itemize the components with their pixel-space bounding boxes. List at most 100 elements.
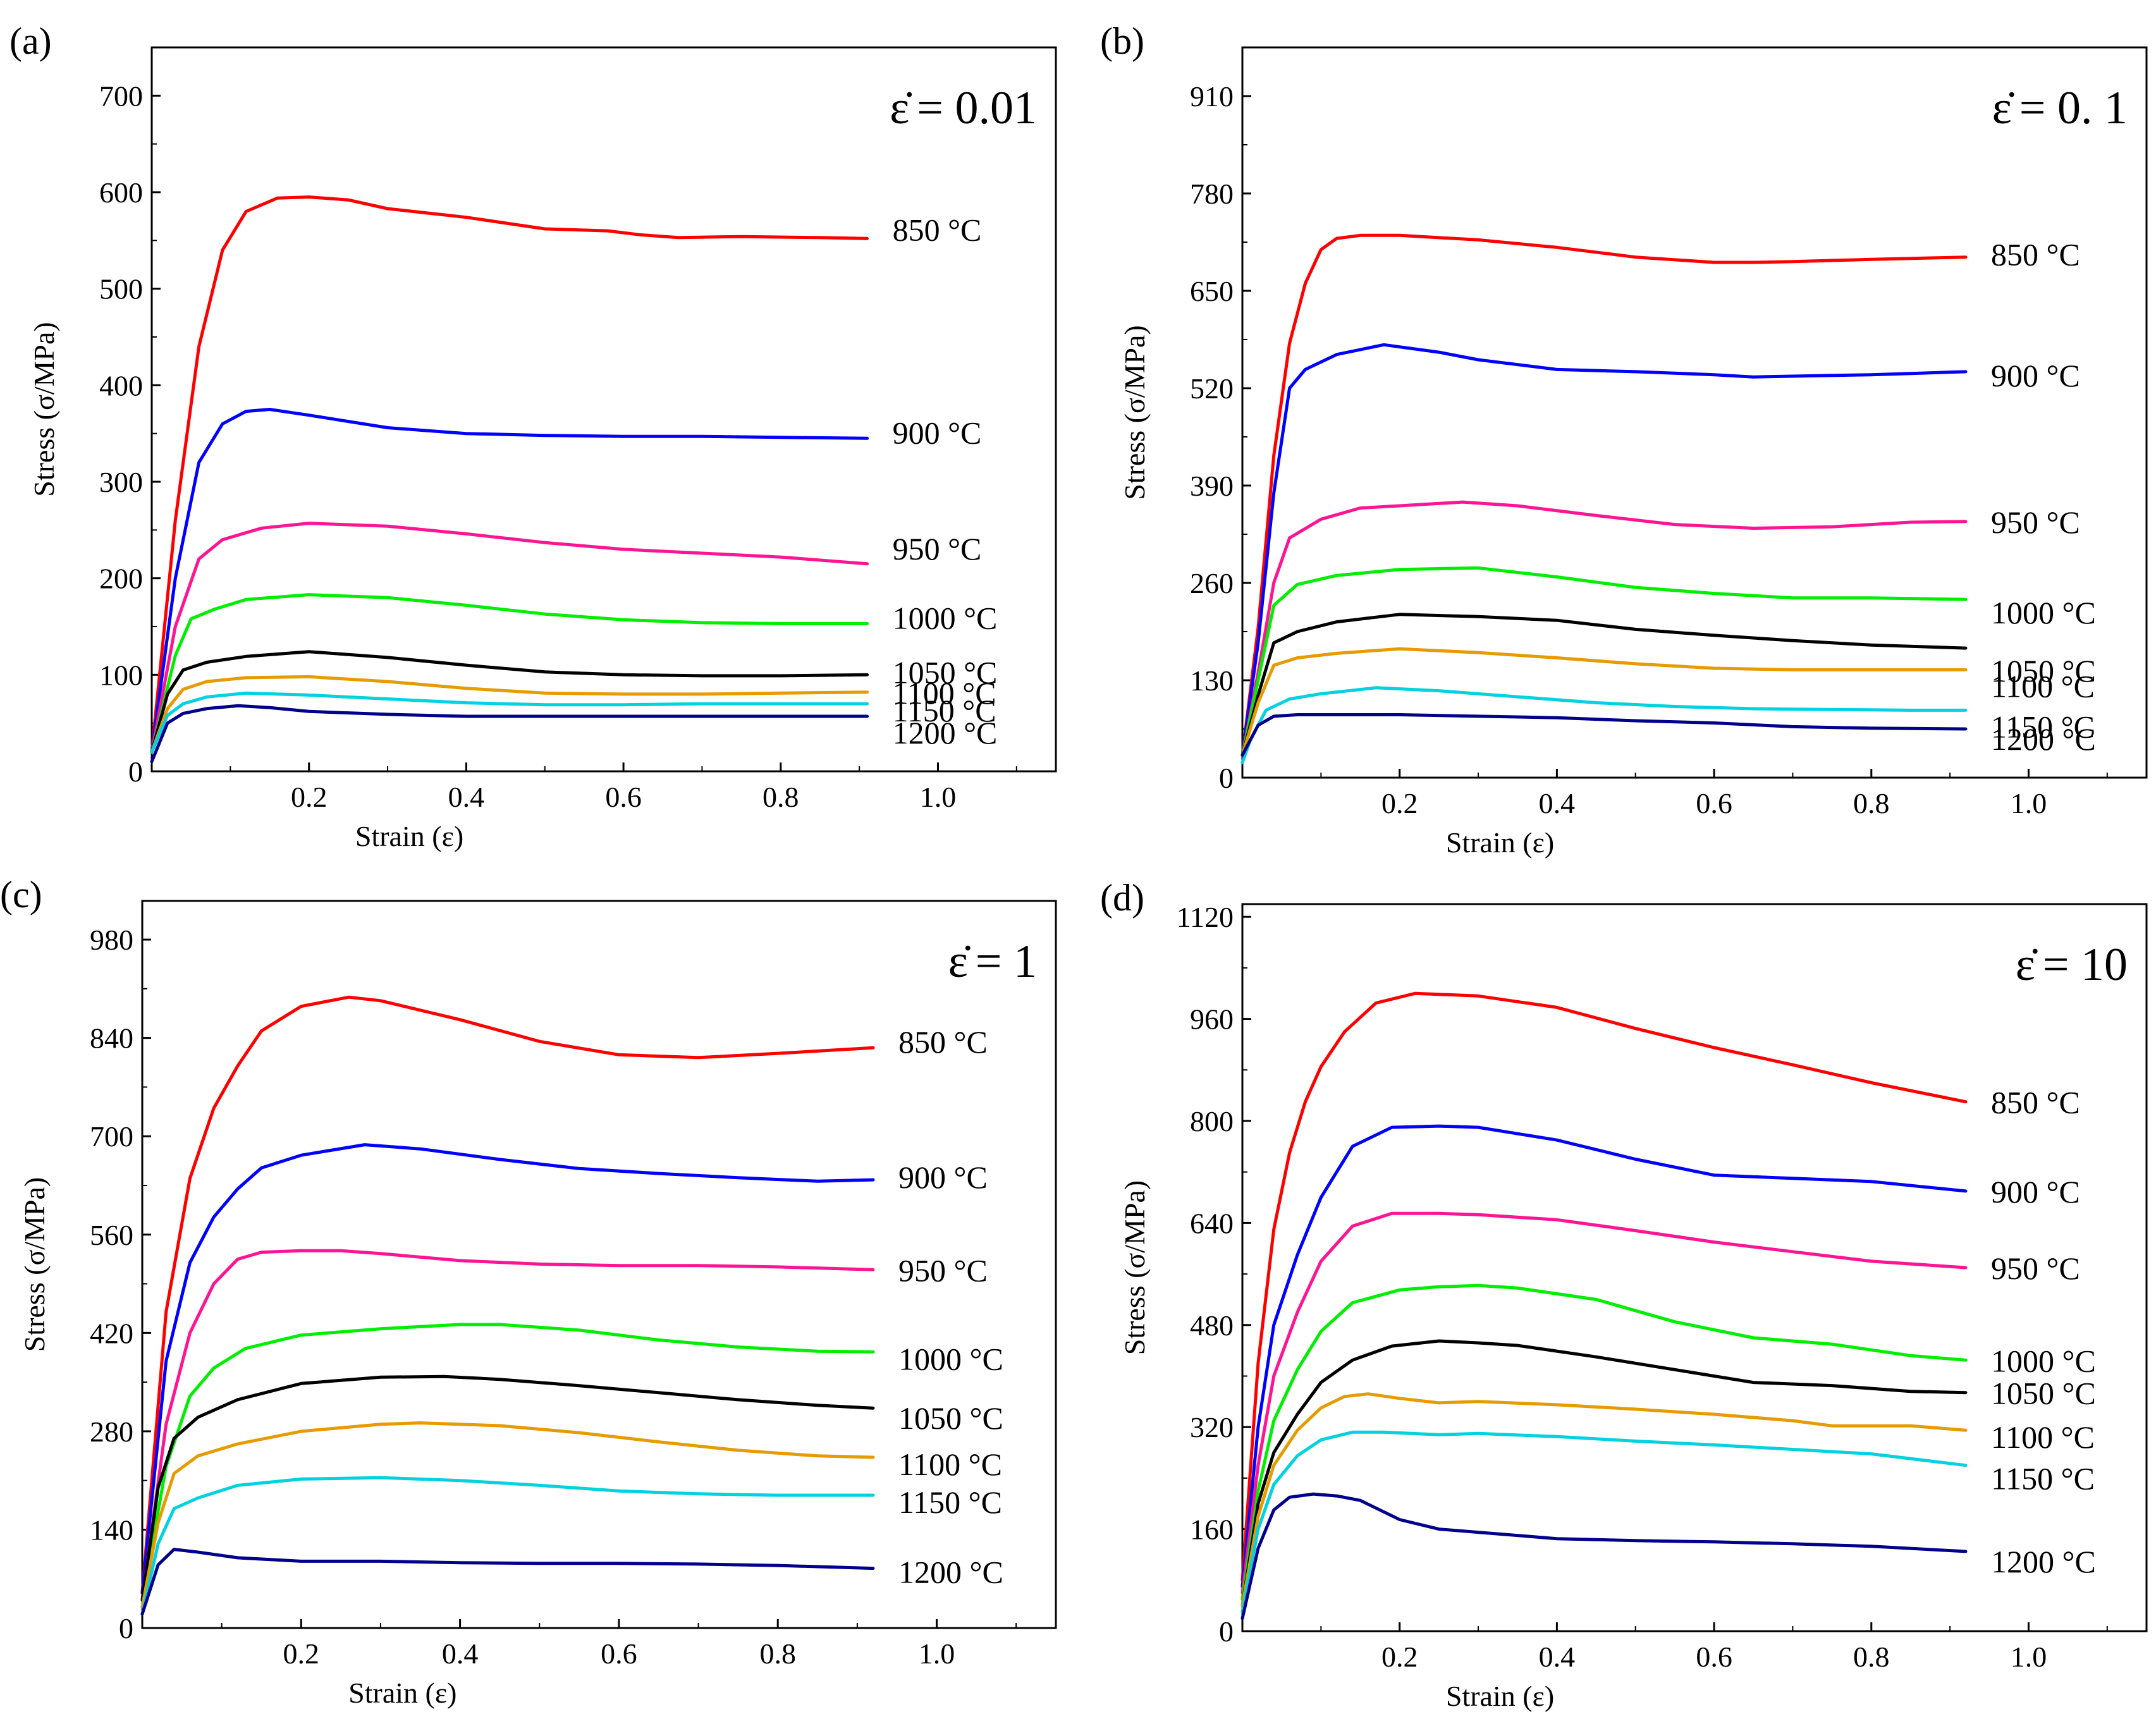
- strain-rate-value: = 0. 1: [2019, 82, 2128, 134]
- series-line-1000c: [140, 1323, 875, 1602]
- series-label: 1100 °C: [1991, 1419, 2095, 1455]
- panel-label: (a): [9, 20, 52, 62]
- y-tick-label: 390: [1190, 470, 1234, 502]
- strain-rate-value: = 10: [2043, 939, 2128, 991]
- series-line-900c: [1240, 343, 1968, 757]
- y-tick-label: 260: [1190, 567, 1234, 599]
- x-tick-label: 1.0: [919, 1637, 955, 1670]
- series-label: 900 °C: [1991, 1174, 2080, 1209]
- series-line-900c: [1240, 1124, 1968, 1588]
- y-tick-label: 640: [1190, 1207, 1234, 1239]
- plot-frame: [141, 900, 1057, 1629]
- series-line-900c: [140, 1143, 875, 1594]
- strain-rate-label: ε̇ = 0. 1: [1992, 82, 2128, 134]
- series-label: 1200 °C: [898, 1555, 1003, 1590]
- x-tick-label: 1.0: [920, 781, 957, 813]
- plot-frame: [1241, 46, 2148, 779]
- y-tick-label: 650: [1190, 275, 1234, 307]
- series-line-950c: [150, 522, 869, 754]
- panel-c: 0.2 0.4 0.6 0.8 1.0 0 140 280 420 560 700 840 980 8…: [0, 874, 1057, 1709]
- y-tick-label: 400: [99, 369, 143, 401]
- strain-rate-value: = 0.01: [917, 82, 1037, 134]
- y-axis-ticks: 0 160 320 480 640 800 960 1120: [1177, 901, 1251, 1648]
- series-line-1050c: [150, 650, 869, 754]
- y-axis-ticks: 0 100 200 300 400 500 600 700: [99, 80, 161, 788]
- series-line-850c: [150, 195, 869, 754]
- y-tick-label: 0: [119, 1612, 133, 1644]
- x-axis-ticks: 0.2 0.4 0.6 0.8 1.0: [1320, 769, 2108, 819]
- series-line-850c: [140, 995, 875, 1594]
- y-tick-label: 0: [1219, 762, 1234, 794]
- y-tick-label: 140: [90, 1514, 133, 1546]
- series-label: 1000 °C: [1991, 595, 2096, 630]
- series-line-1000c: [150, 593, 869, 754]
- y-tick-label: 130: [1190, 664, 1234, 697]
- series-label: 850 °C: [1991, 1085, 2080, 1120]
- x-axis-title: Strain (ε): [355, 820, 463, 852]
- series-label: 1050 °C: [1991, 653, 2096, 689]
- series-label: 850 °C: [1991, 237, 2080, 272]
- series-line-1000c: [1240, 566, 1968, 757]
- y-tick-label: 800: [1190, 1105, 1234, 1137]
- y-tick-label: 700: [99, 80, 143, 112]
- y-tick-label: 320: [1190, 1411, 1234, 1443]
- series-line-1150c: [150, 691, 869, 754]
- strain-rate-symbol: ε̇: [1992, 82, 2014, 134]
- y-tick-label: 200: [99, 563, 143, 595]
- x-axis-ticks: 0.2 0.4 0.6 0.8 1.0: [221, 1619, 1017, 1670]
- series-line-1100c: [1240, 1392, 1968, 1608]
- y-tick-label: 300: [99, 466, 143, 498]
- x-axis-title: Strain (ε): [1446, 826, 1554, 859]
- series-line-1100c: [1240, 647, 1968, 757]
- series-line-1150c: [140, 1476, 875, 1616]
- series-label: 950 °C: [893, 531, 982, 566]
- x-tick-label: 0.4: [1539, 787, 1576, 819]
- series-line-850c: [1240, 991, 1968, 1582]
- strain-rate-label: ε̇ = 1: [948, 936, 1037, 988]
- x-tick-label: 0.2: [1381, 787, 1418, 819]
- x-tick-label: 0.4: [1539, 1641, 1576, 1673]
- y-axis-ticks: 0 140 280 420 560 700 840 980: [90, 924, 151, 1644]
- y-axis-title: Stress (σ/MPa): [1118, 1180, 1151, 1356]
- x-tick-label: 0.2: [283, 1637, 320, 1670]
- strain-rate-symbol: ε̇: [890, 82, 912, 134]
- series-line-900c: [150, 408, 869, 754]
- y-tick-label: 420: [90, 1317, 133, 1349]
- x-axis-title: Strain (ε): [1446, 1680, 1554, 1712]
- x-tick-label: 1.0: [2011, 787, 2047, 819]
- y-tick-label: 980: [90, 924, 133, 956]
- series-label: 1200 °C: [1991, 1544, 2096, 1579]
- series-label: 850 °C: [893, 212, 982, 247]
- panel-label: (b): [1100, 20, 1144, 62]
- series-line-1100c: [150, 675, 869, 754]
- series-line-950c: [140, 1249, 875, 1602]
- series-line-1050c: [140, 1374, 875, 1602]
- series-line-950c: [1240, 1211, 1968, 1594]
- series-label: 1150 °C: [898, 1484, 1002, 1520]
- series-label: 850 °C: [898, 1024, 988, 1060]
- series-label: 1100 °C: [1991, 668, 2095, 704]
- panel-b: 0.2 0.4 0.6 0.8 1.0 0 130 260 390 520 650 780 910 8…: [1100, 20, 2148, 859]
- series-label: 1150 °C: [893, 693, 996, 728]
- series-line-850c: [1240, 233, 1968, 757]
- series-label: 1050 °C: [893, 654, 998, 690]
- series-line-1150c: [1240, 686, 1968, 764]
- x-tick-label: 1.0: [2011, 1641, 2047, 1673]
- y-tick-label: 840: [90, 1022, 133, 1055]
- series-label: 1000 °C: [893, 600, 998, 635]
- x-tick-label: 0.8: [1853, 1641, 1890, 1673]
- series-line-1200c: [1240, 713, 1968, 757]
- y-axis-title: Stress (σ/MPa): [28, 322, 60, 497]
- series-label: 1200 °C: [1991, 721, 2096, 757]
- series-label: 1100 °C: [893, 675, 996, 711]
- strain-rate-label: ε̇ = 10: [2016, 939, 2128, 991]
- x-tick-label: 0.6: [1696, 787, 1732, 819]
- y-tick-label: 910: [1190, 80, 1234, 113]
- panel-d: 0.2 0.4 0.6 0.8 1.0 01603204806408009601120 …: [1100, 877, 2148, 1712]
- series-label: 1100 °C: [898, 1447, 1002, 1482]
- strain-rate-symbol: ε̇: [948, 936, 971, 988]
